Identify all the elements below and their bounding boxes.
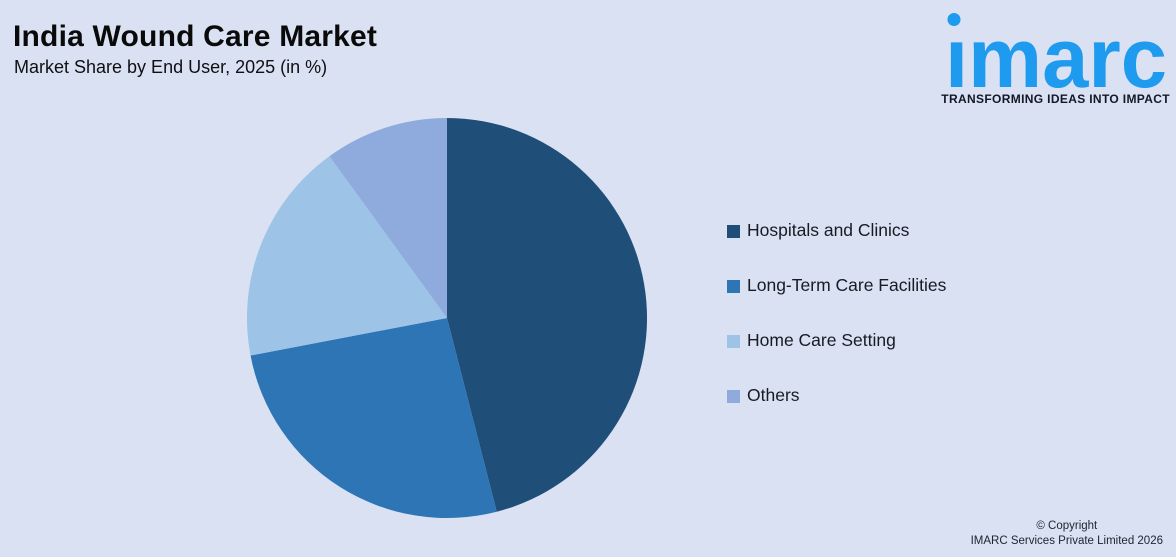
pie-slice-home-care-setting [246,156,447,356]
imarc-logo-dot-icon [947,13,961,26]
page-subtitle: Market Share by End User, 2025 (in %) [14,57,328,77]
pie-slice-others [329,118,447,318]
imarc-wordmark: ımarc [945,11,1167,94]
legend-label: Hospitals and Clinics [747,220,910,241]
legend-swatch-icon [727,334,740,348]
chart-legend: Hospitals and Clinics Long-Term Care Faci… [727,219,946,439]
imarc-tagline: TRANSFORMING IDEAS INTO IMPACT [941,92,1170,106]
legend-swatch-icon [727,389,740,403]
legend-item-hospitals-and-clinics: Hospitals and Clinics [727,219,946,243]
legend-item-home-care-setting: Home Care Setting [727,329,946,353]
legend-label: Home Care Setting [747,330,896,351]
copyright-notice: © Copyright IMARC Services Private Limit… [971,519,1163,549]
legend-swatch-icon [727,224,740,238]
copyright-line2: IMARC Services Private Limited 2026 [970,535,1163,547]
legend-label: Others [747,385,800,406]
copyright-line1: © Copyright [1036,520,1098,532]
page-title: India Wound Care Market [13,20,378,53]
legend-item-long-term-care-facilities: Long-Term Care Facilities [727,274,946,298]
pie-slice-hospitals-and-clinics [447,118,648,512]
legend-item-others: Others [727,384,946,408]
imarc-logo: ımarc [945,11,1167,94]
pie-slice-long-term-care-facilities [250,318,497,519]
pie-chart [246,118,648,519]
legend-swatch-icon [727,279,740,293]
legend-label: Long-Term Care Facilities [747,275,947,296]
